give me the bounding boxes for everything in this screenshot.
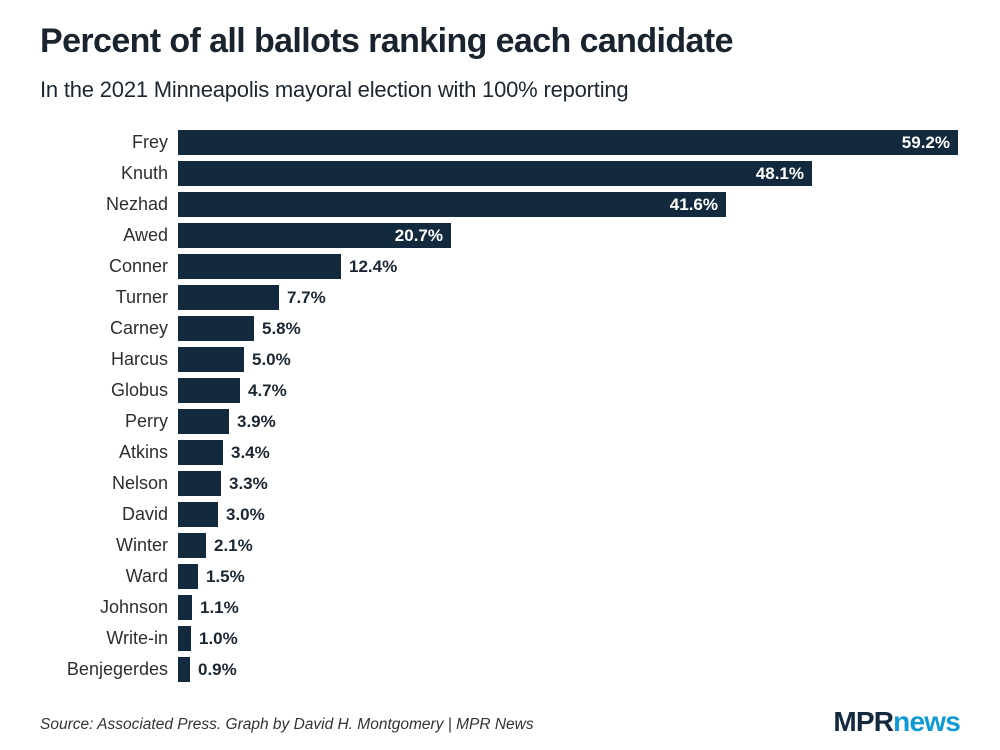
bar <box>178 471 221 497</box>
bar-row: Carney 5.8% <box>40 313 960 344</box>
value-label: 0.9% <box>198 659 237 679</box>
candidate-label: Ward <box>125 566 168 587</box>
bar: 59.2% <box>178 130 958 156</box>
bar-chart: Frey 59.2% Knuth 48.1% Nezhad 41.6% Awed 20.7% C… <box>40 127 960 685</box>
candidate-label: Frey <box>132 132 168 153</box>
bar-row: Frey 59.2% <box>40 127 960 158</box>
bar-row: Harcus 5.0% <box>40 344 960 375</box>
bar-track: 3.4% <box>178 440 960 466</box>
candidate-label: Turner <box>115 287 168 308</box>
candidate-label: Winter <box>115 535 168 556</box>
candidate-label: Awed <box>123 225 168 246</box>
bar-row: Write-in 1.0% <box>40 623 960 654</box>
candidate-label: Atkins <box>118 442 168 463</box>
candidate-label: Knuth <box>120 163 168 184</box>
candidate-label: Harcus <box>110 349 168 370</box>
bar-row: Turner 7.7% <box>40 282 960 313</box>
candidate-label: Globus <box>110 380 168 401</box>
bar-row: Knuth 48.1% <box>40 158 960 189</box>
value-label: 3.4% <box>231 442 270 462</box>
bar-track: 3.9% <box>178 409 960 435</box>
bar-row: Awed 20.7% <box>40 220 960 251</box>
bar-row: Conner 12.4% <box>40 251 960 282</box>
bar-track: 59.2% <box>178 130 960 156</box>
bar-track: 5.0% <box>178 347 960 373</box>
candidate-label: Nelson <box>111 473 168 494</box>
bar-row: Ward 1.5% <box>40 561 960 592</box>
mpr-news-logo: MPRnews <box>833 706 960 738</box>
bar <box>178 440 223 466</box>
candidate-label: David <box>121 504 168 525</box>
value-label: 3.3% <box>229 473 268 493</box>
bar-track: 7.7% <box>178 285 960 311</box>
value-label: 5.8% <box>262 318 301 338</box>
logo-news-text: news <box>893 706 961 737</box>
candidate-label: Carney <box>109 318 168 339</box>
value-label: 5.0% <box>252 349 291 369</box>
candidate-label: Nezhad <box>105 194 168 215</box>
bar-track: 12.4% <box>178 254 960 280</box>
bar-track: 0.9% <box>178 657 960 683</box>
bar-track: 3.3% <box>178 471 960 497</box>
value-label: 20.7% <box>394 225 443 245</box>
candidate-label: Write-in <box>106 628 168 649</box>
bar-track: 5.8% <box>178 316 960 342</box>
value-label: 59.2% <box>901 132 950 152</box>
bar <box>178 316 254 342</box>
bar <box>178 254 341 280</box>
bar-row: David 3.0% <box>40 499 960 530</box>
value-label: 1.5% <box>206 566 245 586</box>
bar-row: Perry 3.9% <box>40 406 960 437</box>
value-label: 48.1% <box>755 163 804 183</box>
bar-row: Nelson 3.3% <box>40 468 960 499</box>
bar-track: 1.0% <box>178 626 960 652</box>
bar-track: 41.6% <box>178 192 960 218</box>
value-label: 4.7% <box>248 380 287 400</box>
bar <box>178 347 244 373</box>
logo-mpr-text: MPR <box>833 706 894 737</box>
bar-track: 1.1% <box>178 595 960 621</box>
bar: 41.6% <box>178 192 726 218</box>
bar <box>178 533 206 559</box>
bar <box>178 564 198 590</box>
value-label: 12.4% <box>349 256 398 276</box>
bar-track: 4.7% <box>178 378 960 404</box>
bar-track: 1.5% <box>178 564 960 590</box>
bar-track: 2.1% <box>178 533 960 559</box>
value-label: 3.9% <box>237 411 276 431</box>
value-label: 1.1% <box>200 597 239 617</box>
bar-row: Nezhad 41.6% <box>40 189 960 220</box>
bar-row: Benjegerdes 0.9% <box>40 654 960 685</box>
source-note: Source: Associated Press. Graph by David… <box>40 716 534 733</box>
bar-track: 48.1% <box>178 161 960 187</box>
bar-row: Johnson 1.1% <box>40 592 960 623</box>
value-label: 1.0% <box>199 628 238 648</box>
bar <box>178 409 229 435</box>
bar <box>178 657 190 683</box>
bar-row: Winter 2.1% <box>40 530 960 561</box>
candidate-label: Benjegerdes <box>66 659 168 680</box>
bar <box>178 285 279 311</box>
candidate-label: Conner <box>108 256 168 277</box>
bar-track: 20.7% <box>178 223 960 249</box>
value-label: 41.6% <box>669 194 718 214</box>
bar <box>178 595 192 621</box>
bar <box>178 626 191 652</box>
page-subtitle: In the 2021 Minneapolis mayoral election… <box>40 77 629 103</box>
bar <box>178 502 218 528</box>
bar-row: Globus 4.7% <box>40 375 960 406</box>
candidate-label: Perry <box>124 411 168 432</box>
bar: 48.1% <box>178 161 812 187</box>
value-label: 7.7% <box>287 287 326 307</box>
bar: 20.7% <box>178 223 451 249</box>
page-title: Percent of all ballots ranking each cand… <box>40 22 733 60</box>
bar-row: Atkins 3.4% <box>40 437 960 468</box>
bar-track: 3.0% <box>178 502 960 528</box>
bar <box>178 378 240 404</box>
candidate-label: Johnson <box>99 597 168 618</box>
value-label: 2.1% <box>214 535 253 555</box>
value-label: 3.0% <box>226 504 265 524</box>
